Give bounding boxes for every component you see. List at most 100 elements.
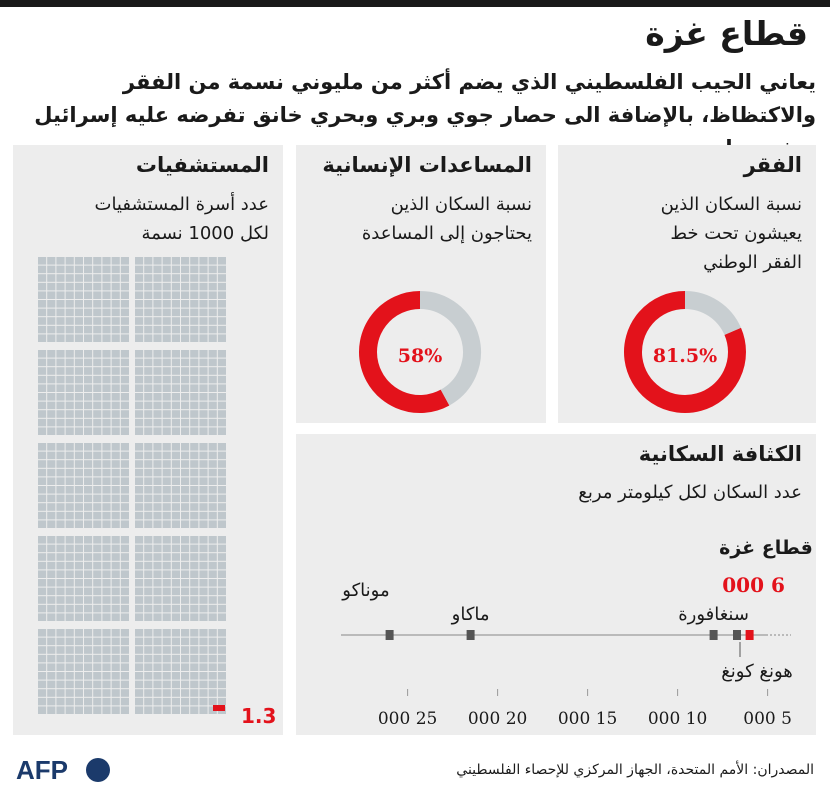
grid-cell (74, 553, 83, 561)
grid-cell (56, 308, 65, 317)
grid-cell (181, 494, 190, 503)
grid-cell (171, 663, 180, 671)
grid-cell (65, 477, 74, 485)
grid-cell (190, 646, 199, 654)
grid-cell (171, 579, 180, 587)
grid-cell (144, 477, 153, 485)
grid-cell (84, 325, 93, 334)
grid-cell (74, 375, 83, 384)
donut-slice-value (359, 291, 450, 413)
grid-cell (181, 604, 190, 613)
grid-cell (93, 427, 102, 435)
grid-cell (74, 350, 83, 358)
grid-cell (56, 265, 65, 274)
grid-cell (135, 697, 144, 706)
grid-cell (162, 536, 171, 544)
grid-cell (102, 536, 111, 544)
grid-cell (217, 570, 226, 578)
grid-cell (144, 460, 153, 468)
grid-cell (153, 334, 162, 342)
grid-cell (208, 663, 217, 671)
grid-cell (153, 561, 162, 570)
grid-cell (190, 358, 199, 367)
grid-cell (93, 274, 102, 282)
grid-cell (144, 384, 153, 392)
grid-cell (162, 282, 171, 291)
grid-cell (208, 570, 217, 578)
aid-title: المساعدات الإنسانية (322, 153, 532, 177)
grid-cell (171, 350, 180, 358)
grid-cell (153, 265, 162, 274)
grid-cell (56, 680, 65, 689)
grid-cell (171, 460, 180, 468)
grid-cell (120, 393, 129, 401)
grid-cell (84, 427, 93, 435)
grid-cell (102, 410, 111, 418)
grid-cell (181, 358, 190, 367)
grid-cell (38, 468, 47, 477)
grid-cell (47, 257, 56, 265)
grid-cell (56, 443, 65, 451)
grid-cell (65, 375, 74, 384)
grid-cell (199, 697, 208, 706)
grid-cell (93, 401, 102, 410)
grid-cell (135, 393, 144, 401)
grid-cell (56, 596, 65, 604)
grid-cell (181, 536, 190, 544)
grid-cell (144, 654, 153, 663)
grid-cell (93, 468, 102, 477)
grid-cell (171, 629, 180, 637)
grid-cell (190, 265, 199, 274)
grid-cell (217, 503, 226, 511)
grid-cell (171, 646, 180, 654)
grid-cell (120, 637, 129, 646)
grid-cell (65, 401, 74, 410)
grid-cell (74, 282, 83, 291)
grid-cell (74, 300, 83, 308)
grid-cell (208, 317, 217, 325)
grid-cell (38, 637, 47, 646)
grid-cell (120, 629, 129, 637)
grid-cell (120, 579, 129, 587)
grid-cell (84, 604, 93, 613)
grid-cell (102, 451, 111, 460)
grid-cell (111, 613, 120, 621)
grid-cell (120, 697, 129, 706)
aid-desc-line: نسبة السكان الذين (390, 194, 532, 215)
grid-cell (217, 265, 226, 274)
grid-cell (162, 308, 171, 317)
grid-cell (199, 477, 208, 485)
grid-cell (102, 468, 111, 477)
grid-cell (199, 663, 208, 671)
grid-cell (190, 427, 199, 435)
grid-cell (74, 486, 83, 494)
grid-cell (65, 604, 74, 613)
grid-cell (171, 282, 180, 291)
grid-cell (181, 613, 190, 621)
page-subtitle: يعاني الجيب الفلسطيني الذي يضم أكثر من م… (34, 70, 816, 160)
grid-cell (102, 706, 111, 714)
grid-cell (135, 486, 144, 494)
grid-cell (181, 367, 190, 375)
grid-cell (162, 401, 171, 410)
grid-cell (93, 291, 102, 299)
grid-cell (208, 689, 217, 697)
grid-cell (111, 553, 120, 561)
grid-cell (56, 358, 65, 367)
grid-cell (153, 401, 162, 410)
grid-cell (38, 460, 47, 468)
grid-cell (74, 689, 83, 697)
grid-cell (199, 367, 208, 375)
grid-cell (102, 579, 111, 587)
grid-cell (162, 291, 171, 299)
grid-cell (74, 265, 83, 274)
grid-cell (84, 596, 93, 604)
grid-cell (74, 587, 83, 596)
grid-cell (208, 680, 217, 689)
grid-cell (74, 367, 83, 375)
grid-cell (135, 384, 144, 392)
x-tick-label: 5 000 (743, 709, 792, 729)
grid-cell (181, 334, 190, 342)
grid-cell (181, 257, 190, 265)
grid-cell (190, 689, 199, 697)
